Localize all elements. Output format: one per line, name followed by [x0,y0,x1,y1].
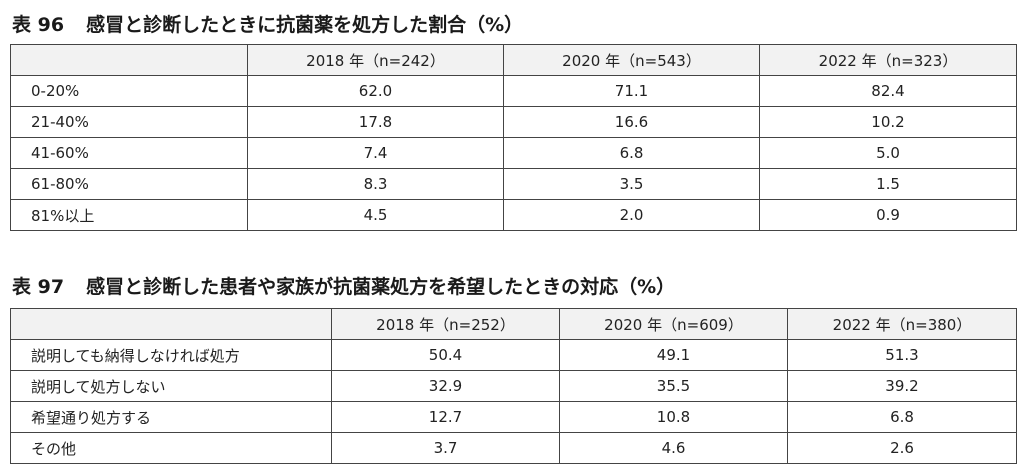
row-label: 希望通り処方する [10,401,332,433]
table-header-row: 2018 年（n=252） 2020 年（n=609） 2022 年（n=380… [10,308,1017,340]
table-row: 41-60% 7.4 6.8 5.0 [10,137,1017,169]
table-cell: 10.8 [559,401,788,433]
table-97-caption: 感冒と診断した患者や家族が抗菌薬処方を希望したときの対応（%） [86,276,676,298]
table-cell: 4.6 [559,432,788,464]
table-cell: 1.5 [759,168,1017,200]
table-cell: 35.5 [559,370,788,402]
table-cell: 2.6 [787,432,1017,464]
table-97: 2018 年（n=252） 2020 年（n=609） 2022 年（n=380… [10,308,1017,464]
row-label: 61-80% [10,168,248,200]
table-cell: 50.4 [331,339,560,371]
table-cell: 4.5 [247,199,504,231]
table-96: 2018 年（n=242） 2020 年（n=543） 2022 年（n=323… [10,44,1017,231]
table-cell: 82.4 [759,75,1017,107]
table-97-number: 表 97 [12,276,65,298]
header-cell: 2022 年（n=323） [759,44,1017,76]
header-cell: 2018 年（n=242） [247,44,504,76]
table-cell: 10.2 [759,106,1017,138]
table-cell: 6.8 [503,137,760,169]
table-96-number: 表 96 [12,14,65,36]
table-row: その他 3.7 4.6 2.6 [10,432,1017,464]
table-cell: 49.1 [559,339,788,371]
header-cell: 2020 年（n=609） [559,308,788,340]
table-cell: 7.4 [247,137,504,169]
table-cell: 12.7 [331,401,560,433]
table-cell: 17.8 [247,106,504,138]
table-row: 81%以上 4.5 2.0 0.9 [10,199,1017,231]
header-cell: 2020 年（n=543） [503,44,760,76]
row-label: 説明しても納得しなければ処方 [10,339,332,371]
table-cell: 2.0 [503,199,760,231]
table-cell: 71.1 [503,75,760,107]
table-header-row: 2018 年（n=242） 2020 年（n=543） 2022 年（n=323… [10,44,1017,76]
table-97-title: 表 97 感冒と診断した患者や家族が抗菌薬処方を希望したときの対応（%） [12,272,675,299]
table-row: 希望通り処方する 12.7 10.8 6.8 [10,401,1017,433]
table-cell: 3.5 [503,168,760,200]
table-cell: 39.2 [787,370,1017,402]
table-cell: 6.8 [787,401,1017,433]
table-row: 説明しても納得しなければ処方 50.4 49.1 51.3 [10,339,1017,371]
row-label: 41-60% [10,137,248,169]
table-cell: 51.3 [787,339,1017,371]
table-row: 61-80% 8.3 3.5 1.5 [10,168,1017,200]
table-cell: 62.0 [247,75,504,107]
table-96-caption: 感冒と診断したときに抗菌薬を処方した割合（%） [86,14,524,36]
row-label: 21-40% [10,106,248,138]
table-cell: 32.9 [331,370,560,402]
table-row: 21-40% 17.8 16.6 10.2 [10,106,1017,138]
header-cell [10,44,248,76]
table-cell: 8.3 [247,168,504,200]
row-label: 81%以上 [10,199,248,231]
table-96-title: 表 96 感冒と診断したときに抗菌薬を処方した割合（%） [12,10,523,37]
table-row: 0-20% 62.0 71.1 82.4 [10,75,1017,107]
row-label: 0-20% [10,75,248,107]
row-label: 説明して処方しない [10,370,332,402]
header-cell [10,308,332,340]
header-cell: 2022 年（n=380） [787,308,1017,340]
table-cell: 0.9 [759,199,1017,231]
table-cell: 5.0 [759,137,1017,169]
row-label: その他 [10,432,332,464]
table-row: 説明して処方しない 32.9 35.5 39.2 [10,370,1017,402]
table-cell: 16.6 [503,106,760,138]
table-cell: 3.7 [331,432,560,464]
header-cell: 2018 年（n=252） [331,308,560,340]
